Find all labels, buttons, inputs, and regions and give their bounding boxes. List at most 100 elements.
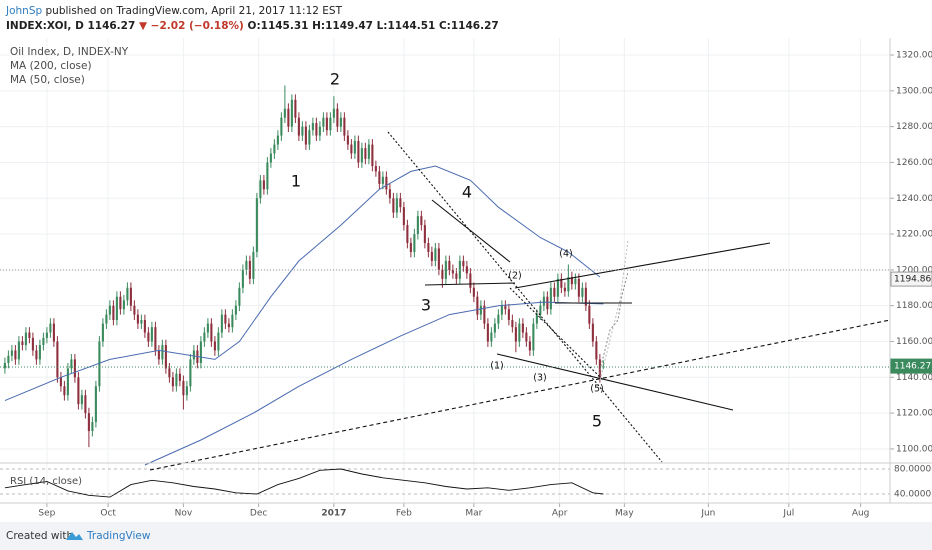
candle-body: [280, 117, 283, 136]
candle-body: [301, 126, 304, 136]
candle-body: [437, 248, 440, 270]
candle-body: [108, 305, 111, 315]
x-tick-label: Dec: [250, 509, 267, 519]
candle-body: [493, 323, 496, 333]
candle-body: [357, 140, 360, 163]
candle-body: [371, 144, 374, 167]
y-tick-label: 1300.00: [896, 86, 932, 96]
projection: [597, 271, 629, 379]
candle-body: [3, 362, 6, 369]
x-tick-label: 2017: [321, 509, 346, 519]
rsi-tick-label: 40.0000: [894, 490, 931, 500]
ma-line: [144, 301, 604, 466]
candle-body: [252, 251, 255, 279]
candle-body: [598, 359, 601, 378]
trend-line: [424, 282, 516, 286]
candle-body: [28, 332, 31, 338]
candle-body: [227, 323, 230, 328]
candle-body: [59, 377, 62, 387]
candle-body: [126, 287, 129, 301]
candle-body: [332, 108, 335, 118]
x-tick-label: May: [615, 509, 634, 519]
wave-label: (1): [490, 361, 503, 372]
candle-body: [420, 216, 423, 226]
legend-title: Oil Index, D, INDEX-NY: [10, 46, 129, 58]
y-tick-label: 1180.00: [896, 301, 932, 311]
candle-body: [434, 248, 437, 261]
price-label-box: [890, 271, 932, 287]
trend-line: [387, 131, 663, 463]
candle-body: [140, 320, 143, 324]
candle-body: [350, 144, 353, 154]
symbol: INDEX:XOI, D: [6, 20, 84, 32]
candle-body: [17, 341, 20, 360]
candle-body: [311, 123, 314, 131]
price-label-box: [890, 358, 932, 374]
candle-body: [31, 337, 34, 351]
candle-body: [304, 126, 307, 145]
candle-body: [402, 207, 405, 226]
candle-body: [528, 341, 531, 351]
candle-body: [318, 126, 321, 136]
candle-body: [353, 140, 356, 154]
candle-body: [511, 320, 514, 328]
candle-body: [101, 323, 104, 342]
candle-body: [556, 278, 559, 297]
candle-body: [500, 305, 503, 315]
candle-body: [70, 359, 73, 369]
candle-body: [255, 198, 258, 252]
candle-body: [266, 162, 269, 190]
candle-body: [427, 243, 430, 252]
header-bg: [0, 0, 932, 36]
candle-body: [171, 377, 174, 387]
candle-body: [525, 332, 528, 342]
candle-body: [77, 377, 80, 405]
candle-body: [416, 216, 419, 235]
candle-body: [595, 341, 598, 360]
candle-body: [584, 287, 587, 306]
candle-body: [388, 189, 391, 199]
candle-body: [238, 287, 241, 306]
candle-body: [259, 180, 262, 199]
candle-body: [168, 368, 171, 378]
x-tick-label: Sep: [38, 509, 55, 519]
candle-body: [574, 278, 577, 285]
candle-body: [549, 287, 552, 310]
candle-body: [535, 314, 538, 324]
wave-label: 2: [330, 70, 340, 89]
candle-body: [507, 309, 510, 321]
y-tick-label: 1260.00: [896, 158, 932, 168]
ohlc: O:1145.31 H:1149.47 L:1144.51 C:1146.27: [248, 20, 499, 32]
candle-body: [164, 345, 167, 369]
candle-body: [105, 314, 108, 324]
y-tick-label: 1240.00: [896, 194, 932, 204]
legend-entry: MA (200, close): [10, 60, 92, 72]
candle-body: [483, 305, 486, 324]
y-tick-label: 1320.00: [896, 51, 932, 61]
candle-body: [346, 135, 349, 145]
trend-line: [496, 353, 734, 411]
candle-body: [150, 327, 153, 342]
candle-body: [182, 380, 185, 396]
candle-body: [38, 345, 41, 360]
candle-body: [486, 323, 489, 342]
candle-body: [490, 332, 493, 342]
candle-body: [455, 273, 458, 279]
symbol-line: INDEX:XOI, D 1146.27 ▼ −2.02 (−0.18%) O:…: [6, 20, 499, 32]
candle-body: [451, 269, 454, 274]
footer-brand[interactable]: TradingView: [86, 530, 151, 542]
y-tick-label: 1200.00: [896, 265, 932, 275]
candle-body: [539, 305, 542, 315]
price-label: 1194.86: [894, 275, 931, 285]
candle-body: [367, 144, 370, 159]
candle-body: [553, 287, 556, 297]
candle-body: [241, 269, 244, 288]
author[interactable]: JohnSp: [5, 5, 42, 17]
candle-body: [119, 296, 122, 310]
candle-body: [56, 341, 59, 378]
y-tick-label: 1220.00: [896, 230, 932, 240]
candle-body: [518, 323, 521, 342]
candle-body: [122, 300, 125, 310]
